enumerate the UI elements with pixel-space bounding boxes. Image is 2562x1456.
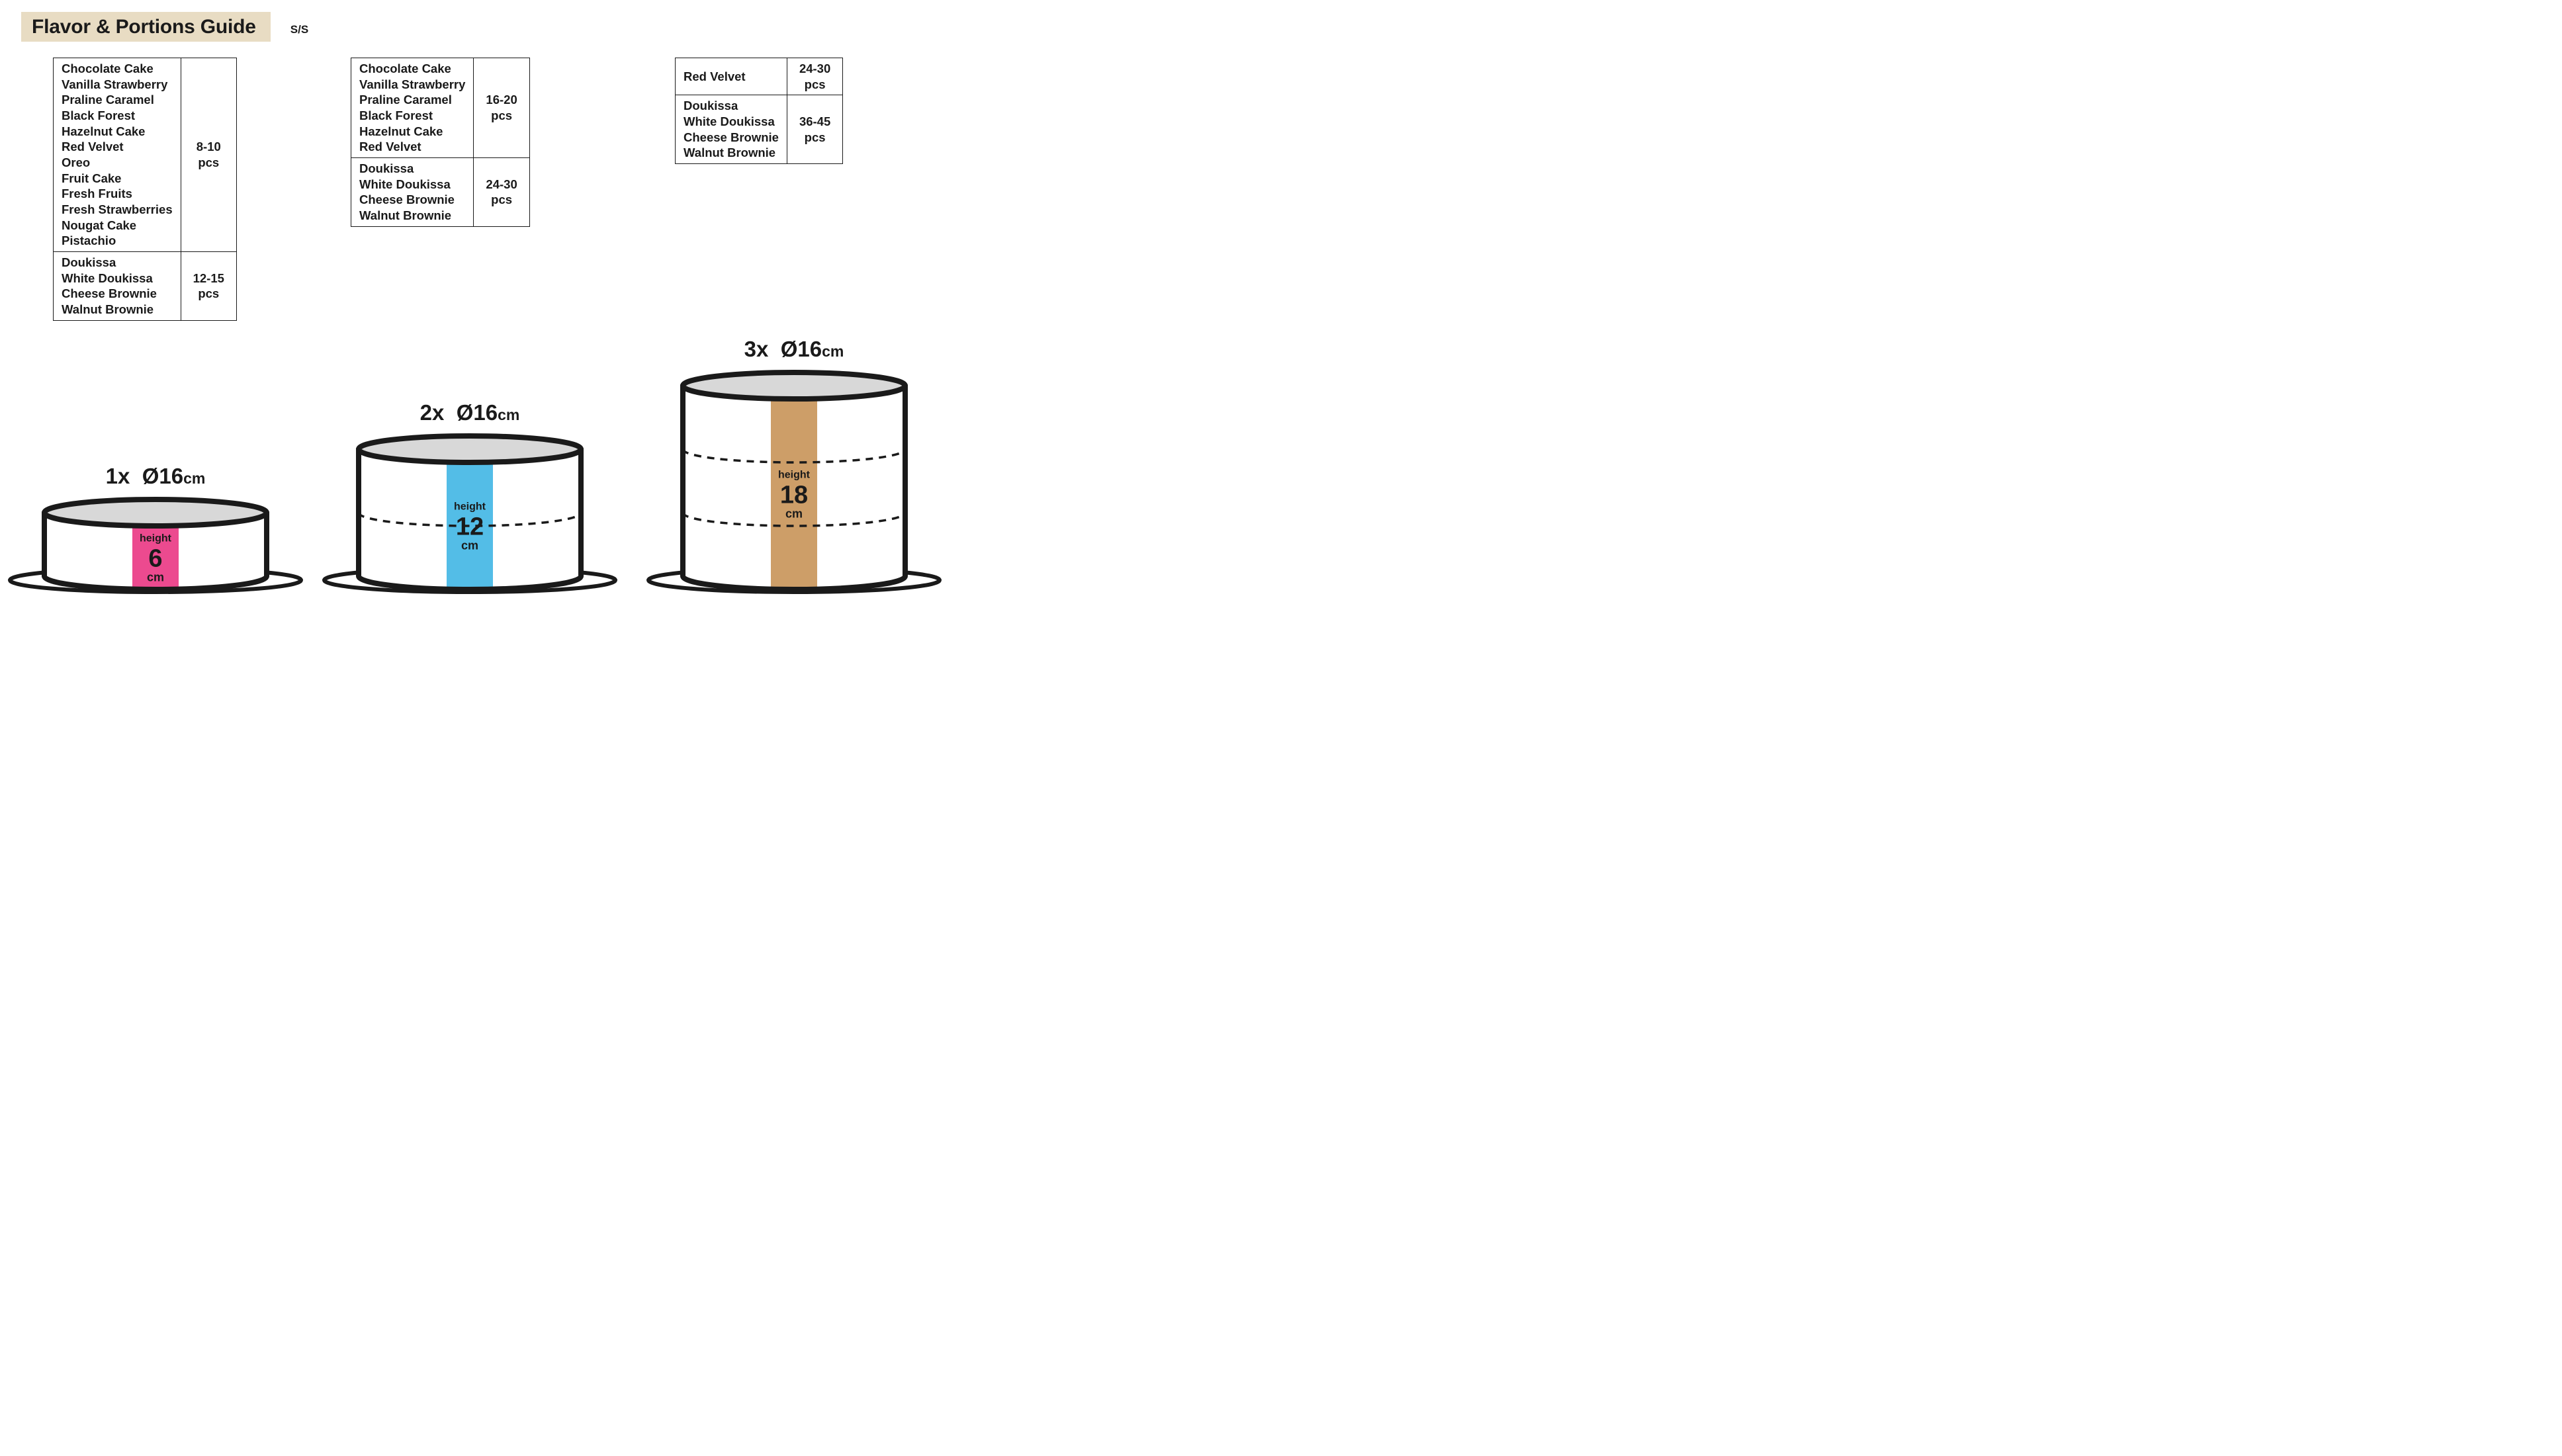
portion-table-body: Red Velvet24-30pcsDoukissaWhite Doukissa… xyxy=(675,58,843,164)
pcs-cell: 24-30pcs xyxy=(474,158,529,227)
band-unit: cm xyxy=(461,539,478,552)
column-3x: Red Velvet24-30pcsDoukissaWhite Doukissa… xyxy=(629,58,959,604)
size-multiplier: 1x xyxy=(106,464,130,488)
flavor-cell: Chocolate CakeVanilla StrawberryPraline … xyxy=(351,58,474,158)
size-label: 3x Ø16cm xyxy=(744,337,844,362)
pcs-cell: 24-30pcs xyxy=(787,58,842,95)
portion-table-body: Chocolate CakeVanilla StrawberryPraline … xyxy=(53,58,237,321)
table-row: Chocolate CakeVanilla StrawberryPraline … xyxy=(54,58,237,252)
portion-table: Red Velvet24-30pcsDoukissaWhite Doukissa… xyxy=(675,58,843,164)
page-title: Flavor & Portions Guide xyxy=(21,12,271,42)
cake-block: 2x Ø16cm height 12 cm xyxy=(311,321,629,604)
pcs-cell: 8-10pcs xyxy=(181,58,236,252)
size-unit: cm xyxy=(498,406,519,423)
size-multiplier: 3x xyxy=(744,337,769,361)
flavor-cell: DoukissaWhite DoukissaCheese BrownieWaln… xyxy=(676,95,787,164)
band-unit: cm xyxy=(147,571,164,584)
column-1x: Chocolate CakeVanilla StrawberryPraline … xyxy=(0,58,311,604)
size-diameter: Ø16 xyxy=(457,400,498,425)
size-label: 2x Ø16cm xyxy=(420,400,520,425)
band-label: height xyxy=(778,470,811,481)
pcs-cell: 36-45pcs xyxy=(787,95,842,164)
cake-block: 3x Ø16cm height 18 cm xyxy=(629,321,959,604)
band-label: height xyxy=(140,533,172,544)
cake-illustration: height 18 cm xyxy=(642,368,946,604)
portion-table: Chocolate CakeVanilla StrawberryPraline … xyxy=(53,58,237,321)
cake-block: 1x Ø16cm height 6 cm xyxy=(0,321,311,604)
portion-table-body: Chocolate CakeVanilla StrawberryPraline … xyxy=(351,58,530,227)
cake-svg-wrap: height 18 cm xyxy=(642,368,946,604)
flavor-cell: Red Velvet xyxy=(676,58,787,95)
flavor-cell: Chocolate CakeVanilla StrawberryPraline … xyxy=(54,58,181,252)
cake-illustration: height 6 cm xyxy=(3,495,308,604)
flavor-cell: DoukissaWhite DoukissaCheese BrownieWaln… xyxy=(351,158,474,227)
size-multiplier: 2x xyxy=(420,400,445,425)
cake-top xyxy=(44,499,267,526)
band-unit: cm xyxy=(785,507,803,521)
size-unit: cm xyxy=(822,343,844,360)
band-value: 6 xyxy=(148,545,162,573)
cake-top xyxy=(359,436,581,462)
size-diameter: Ø16 xyxy=(781,337,822,361)
table-row: DoukissaWhite DoukissaCheese BrownieWaln… xyxy=(676,95,843,164)
columns: Chocolate CakeVanilla StrawberryPraline … xyxy=(0,58,959,604)
page-subcode: S/S xyxy=(290,23,308,36)
table-row: DoukissaWhite DoukissaCheese BrownieWaln… xyxy=(54,252,237,321)
pcs-cell: 12-15pcs xyxy=(181,252,236,321)
cake-top xyxy=(683,372,905,399)
pcs-cell: 16-20pcs xyxy=(474,58,529,158)
size-label: 1x Ø16cm xyxy=(106,464,206,489)
size-diameter: Ø16 xyxy=(142,464,183,488)
column-2x: Chocolate CakeVanilla StrawberryPraline … xyxy=(311,58,629,604)
guide-root: Flavor & Portions Guide S/S Chocolate Ca… xyxy=(0,0,959,624)
band-value: 12 xyxy=(456,513,484,541)
header: Flavor & Portions Guide S/S xyxy=(0,12,959,42)
portion-table: Chocolate CakeVanilla StrawberryPraline … xyxy=(351,58,530,227)
table-row: DoukissaWhite DoukissaCheese BrownieWaln… xyxy=(351,158,530,227)
flavor-cell: DoukissaWhite DoukissaCheese BrownieWaln… xyxy=(54,252,181,321)
cake-illustration: height 12 cm xyxy=(318,432,622,604)
cake-svg-wrap: height 12 cm xyxy=(318,432,622,604)
band-value: 18 xyxy=(780,482,808,509)
table-row: Red Velvet24-30pcs xyxy=(676,58,843,95)
band-label: height xyxy=(454,501,486,513)
size-unit: cm xyxy=(183,470,205,487)
cake-svg-wrap: height 6 cm xyxy=(3,495,308,604)
table-row: Chocolate CakeVanilla StrawberryPraline … xyxy=(351,58,530,158)
